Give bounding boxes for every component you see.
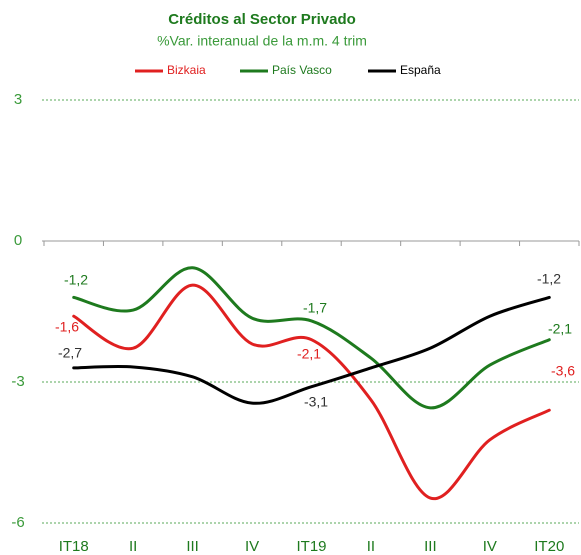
x-tick-label: II: [367, 538, 375, 555]
series-line: [72, 266, 551, 410]
data-label: -1,6: [55, 319, 79, 335]
x-tick-label: IT18: [59, 538, 89, 555]
data-label: -1,2: [64, 272, 88, 288]
data-label: -1,7: [303, 300, 327, 316]
legend-label: España: [400, 63, 441, 77]
series-line: [72, 295, 551, 405]
data-label: -3,1: [304, 394, 328, 410]
x-tick-label: III: [424, 538, 437, 555]
x-tick-label: IT19: [296, 538, 326, 555]
data-label: -3,6: [551, 363, 575, 379]
y-tick-label: -6: [11, 514, 24, 531]
x-tick-label: III: [186, 538, 199, 555]
legend-label: País Vasco: [272, 63, 332, 77]
y-tick-label: 3: [14, 91, 22, 108]
legend-label: Bizkaia: [167, 63, 206, 77]
data-label: -2,1: [548, 321, 572, 337]
y-tick-label: 0: [14, 232, 22, 249]
data-label: -2,1: [297, 346, 321, 362]
x-tick-label: II: [129, 538, 137, 555]
x-tick-label: IV: [483, 538, 497, 555]
chart-subtitle: %Var. interanual de la m.m. 4 trim: [157, 33, 367, 49]
x-tick-label: IT20: [534, 538, 564, 555]
chart-title: Créditos al Sector Privado: [168, 11, 356, 28]
x-tick-label: IV: [245, 538, 259, 555]
y-tick-label: -3: [11, 373, 24, 390]
data-label: -2,7: [58, 345, 82, 361]
data-label: -1,2: [537, 271, 561, 287]
series-line: [72, 283, 551, 500]
